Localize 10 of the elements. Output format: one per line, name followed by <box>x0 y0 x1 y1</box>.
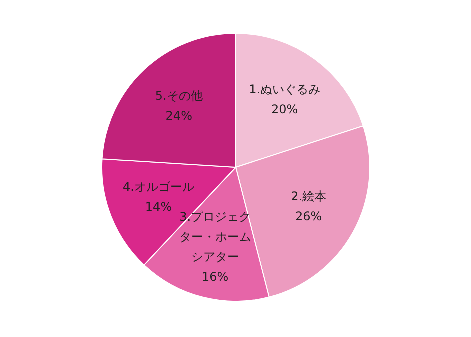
data-label: 24% <box>166 109 192 124</box>
slice-label: 4.オルゴール <box>123 180 194 194</box>
slice-label: 2.絵本 <box>291 190 327 204</box>
data-label: 20% <box>271 102 298 116</box>
slice-label: 3.プロジェクター・ホームシアター <box>179 210 252 264</box>
data-label: 14% <box>145 200 172 214</box>
slice-label: 5.その他 <box>155 89 203 104</box>
slice-label: 1.ぬいぐるみ <box>249 82 321 96</box>
data-label: 16% <box>202 270 229 284</box>
data-label: 26% <box>295 210 322 224</box>
